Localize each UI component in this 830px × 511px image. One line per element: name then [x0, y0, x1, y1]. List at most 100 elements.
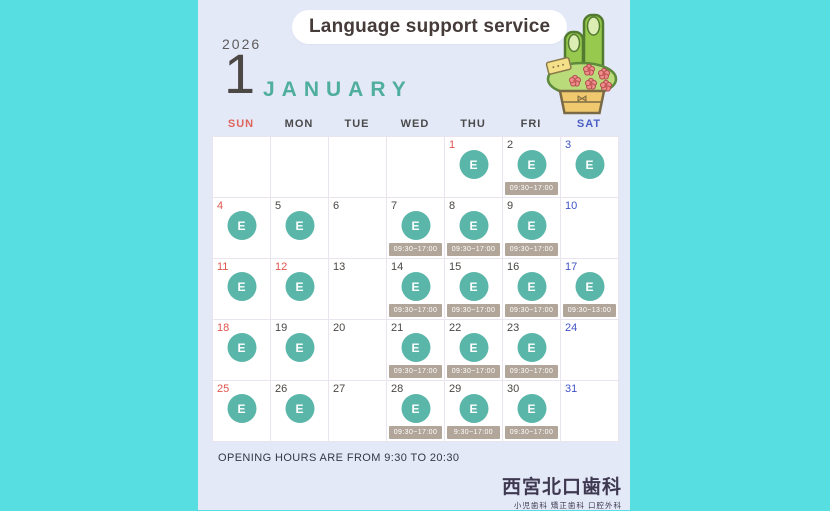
hours-badge: 09:30~17:00: [447, 243, 500, 256]
english-support-icon: E: [227, 394, 256, 423]
hours-badge: 09:30~17:00: [505, 243, 558, 256]
hours-badge: 09:30~17:00: [389, 304, 442, 317]
opening-hours-note: OPENING HOURS ARE FROM 9:30 TO 20:30: [218, 452, 460, 464]
clinic-logo: 西宮北口歯科 小児歯科 矯正歯科 口腔外科: [430, 472, 622, 511]
day-cell-29: 29 E 9:30~17:00: [445, 381, 503, 442]
day-cell-6: 6: [329, 198, 387, 259]
hours-badge: 09:30~17:00: [505, 304, 558, 317]
day-number: 1: [449, 139, 456, 151]
english-support-icon: E: [517, 394, 546, 423]
hours-badge: 09:30~17:00: [389, 365, 442, 378]
english-support-icon: E: [459, 333, 488, 362]
day-number: 5: [275, 200, 282, 212]
day-number: 7: [391, 200, 398, 212]
day-cell-7: 7 E 09:30~17:00: [387, 198, 445, 259]
day-number: 15: [449, 261, 462, 273]
hours-badge: 09:30~17:00: [389, 243, 442, 256]
day-cell-12: 12 E: [271, 259, 329, 320]
title-pill: Language support service: [292, 10, 568, 44]
day-number: 9: [507, 200, 514, 212]
kadomatsu-new-year-icon: [545, 13, 618, 115]
day-number: 30: [507, 383, 520, 395]
english-support-icon: E: [459, 150, 488, 179]
day-cell-30: 30 E 09:30~17:00: [503, 381, 561, 442]
day-cell-13: 13: [329, 259, 387, 320]
hours-badge: 09:30~17:00: [389, 426, 442, 439]
day-cell-19: 19 E: [271, 320, 329, 381]
english-support-icon: E: [459, 272, 488, 301]
day-number: 31: [565, 383, 578, 395]
day-cell-15: 15 E 09:30~17:00: [445, 259, 503, 320]
day-number: 19: [275, 322, 288, 334]
day-cell-20: 20: [329, 320, 387, 381]
day-number: 18: [217, 322, 230, 334]
day-number: 20: [333, 322, 346, 334]
day-cell-31: 31: [561, 381, 619, 442]
day-number: 29: [449, 383, 462, 395]
english-support-icon: E: [517, 211, 546, 240]
day-cell-17: 17 E 09:30~13:00: [561, 259, 619, 320]
day-cell-empty: [271, 137, 329, 198]
day-number: 12: [275, 261, 288, 273]
english-support-icon: E: [459, 211, 488, 240]
english-support-icon: E: [227, 333, 256, 362]
day-cell-22: 22 E 09:30~17:00: [445, 320, 503, 381]
hours-badge: 9:30~17:00: [447, 426, 500, 439]
weekday-label-tue: TUE: [344, 118, 370, 130]
english-support-icon: E: [401, 394, 430, 423]
day-number: 28: [391, 383, 404, 395]
day-cell-2: 2 E 09:30~17:00: [503, 137, 561, 198]
day-number: 24: [565, 322, 578, 334]
english-support-icon: E: [517, 150, 546, 179]
day-number: 13: [333, 261, 346, 273]
weekday-label-mon: MON: [284, 118, 314, 130]
clinic-name: 西宮北口歯科: [501, 477, 622, 498]
day-cell-27: 27: [329, 381, 387, 442]
day-number: 26: [275, 383, 288, 395]
day-number: 10: [565, 200, 578, 212]
english-support-icon: E: [517, 272, 546, 301]
day-cell-empty: [329, 137, 387, 198]
day-number: 4: [217, 200, 224, 212]
day-number: 21: [391, 322, 404, 334]
page-title: Language support service: [309, 16, 551, 37]
hours-badge: 09:30~17:00: [505, 426, 558, 439]
english-support-icon: E: [285, 272, 314, 301]
day-cell-25: 25 E: [213, 381, 271, 442]
day-number: 23: [507, 322, 520, 334]
day-cell-11: 11 E: [213, 259, 271, 320]
year-label: 2026: [222, 36, 262, 52]
english-support-icon: E: [401, 272, 430, 301]
day-cell-16: 16 E 09:30~17:00: [503, 259, 561, 320]
day-cell-empty: [387, 137, 445, 198]
clinic-subtitle: 小児歯科 矯正歯科 口腔外科: [513, 501, 622, 510]
month-name: JANUARY: [263, 78, 413, 101]
english-support-icon: E: [575, 272, 604, 301]
day-cell-23: 23 E 09:30~17:00: [503, 320, 561, 381]
day-number: 22: [449, 322, 462, 334]
hours-badge: 09:30~17:00: [447, 304, 500, 317]
day-cell-21: 21 E 09:30~17:00: [387, 320, 445, 381]
calendar-grid: 1 E 2 E 09:30~17:00 3 E 4 E 5 E 6 7 E 09:30~17:00 8 E 09:…: [212, 136, 619, 442]
day-cell-18: 18 E: [213, 320, 271, 381]
english-support-icon: E: [285, 333, 314, 362]
plum-blossom-icons: [569, 63, 612, 92]
day-cell-empty: [213, 137, 271, 198]
day-cell-14: 14 E 09:30~17:00: [387, 259, 445, 320]
weekday-header: SUN MON TUE WED THU FRI SAT: [212, 112, 618, 136]
day-number: 14: [391, 261, 404, 273]
day-number: 3: [565, 139, 572, 151]
day-number: 6: [333, 200, 340, 212]
day-number: 11: [217, 261, 229, 273]
day-number: 2: [507, 139, 514, 151]
english-support-icon: E: [285, 394, 314, 423]
day-number: 16: [507, 261, 520, 273]
hours-badge: 09:30~17:00: [505, 365, 558, 378]
english-support-icon: E: [517, 333, 546, 362]
english-support-icon: E: [401, 211, 430, 240]
english-support-icon: E: [575, 150, 604, 179]
weekday-label-sat: SAT: [576, 118, 602, 130]
